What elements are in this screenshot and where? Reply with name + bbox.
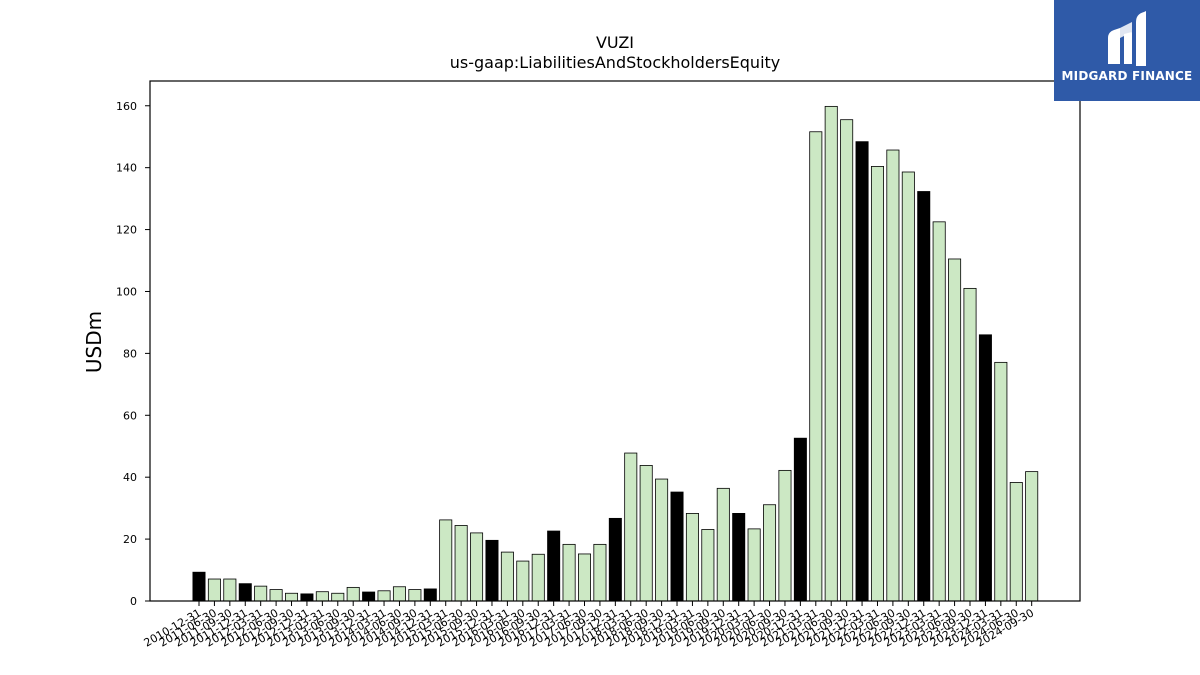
bar-2011-09-30 <box>223 578 237 602</box>
bar-2013-09-30 <box>346 586 360 602</box>
bar-2013-12-31 <box>362 591 376 602</box>
brand-logo-text: MIDGARD FINANCE <box>1061 69 1193 83</box>
bar-2014-03-31 <box>377 590 391 602</box>
bar-2022-09-30 <box>901 171 915 602</box>
y-tick-label: 80 <box>123 347 137 360</box>
bar-2022-03-31 <box>870 166 884 602</box>
bar-2020-03-31 <box>747 528 761 602</box>
bar-2017-09-30 <box>593 543 607 602</box>
bar-2024-09-30 <box>1025 471 1039 602</box>
bar-2020-09-30 <box>778 469 792 602</box>
bar-2022-12-31 <box>917 191 931 602</box>
bar-2018-09-30 <box>655 478 669 602</box>
y-tick-label: 60 <box>123 409 137 422</box>
bar-2021-12-31 <box>855 141 869 602</box>
bar-2013-03-31 <box>315 591 329 602</box>
chart-subtitle: us-gaap:LiabilitiesAndStockholdersEquity <box>450 53 781 72</box>
bar-2018-12-31 <box>670 491 684 602</box>
midgard-logo-icon <box>1108 11 1146 66</box>
bar-2023-12-31 <box>978 334 992 602</box>
brand-logo: MIDGARD FINANCE <box>1054 0 1200 101</box>
bar-2022-06-30 <box>886 149 900 602</box>
y-tick-label: 140 <box>116 162 137 175</box>
bar-2012-03-31 <box>254 585 268 602</box>
bar-2024-03-31 <box>994 361 1008 602</box>
bar-2011-06-30 <box>207 578 221 602</box>
bar-2016-12-31 <box>547 530 561 602</box>
bar-2019-12-31 <box>732 513 746 602</box>
bar-2023-03-31 <box>932 221 946 602</box>
chart-title: VUZI <box>596 33 634 52</box>
x-axis: 2010-12-312011-06-302011-09-302011-12-31… <box>142 601 1036 650</box>
bar-2019-03-31 <box>685 513 699 602</box>
bar-2016-06-30 <box>516 560 530 602</box>
bar-2017-12-31 <box>608 517 622 602</box>
bar-2023-09-30 <box>963 287 977 602</box>
bar-2021-09-30 <box>840 119 854 602</box>
bar-2016-09-30 <box>531 553 545 602</box>
bars-group <box>192 105 1039 602</box>
bar-2019-06-30 <box>701 529 715 602</box>
bar-2015-09-30 <box>470 532 484 602</box>
y-axis-label: USDm <box>82 311 106 373</box>
bar-2015-06-30 <box>454 525 468 602</box>
bar-2019-09-30 <box>716 487 730 602</box>
bar-2015-12-31 <box>485 539 499 602</box>
y-axis: 0 20 40 60 80 100 120 140 160 <box>116 100 150 608</box>
y-tick-label: 120 <box>116 224 137 237</box>
bar-2012-09-30 <box>285 592 299 602</box>
bar-2015-03-31 <box>439 519 453 602</box>
bar-2014-12-31 <box>423 588 437 602</box>
bar-2018-06-30 <box>639 465 653 602</box>
bar-2021-06-30 <box>824 105 838 602</box>
bar-2017-06-30 <box>578 553 592 602</box>
bar-2018-03-31 <box>624 452 638 602</box>
bar-2011-12-31 <box>238 583 252 602</box>
bar-2014-09-30 <box>408 589 422 602</box>
y-tick-label: 0 <box>130 595 137 608</box>
bar-2016-03-31 <box>500 551 514 602</box>
bar-2012-06-30 <box>269 589 283 602</box>
y-tick-label: 160 <box>116 100 137 113</box>
bar-2012-12-31 <box>300 593 314 602</box>
bar-2013-06-30 <box>331 592 345 602</box>
bar-2023-06-30 <box>948 258 962 602</box>
plot-frame <box>149 80 1081 602</box>
bar-2020-06-30 <box>763 504 777 602</box>
y-tick-label: 40 <box>123 471 137 484</box>
bar-2014-06-30 <box>392 586 406 602</box>
bar-2021-03-31 <box>809 131 823 602</box>
bar-2024-06-30 <box>1009 482 1023 602</box>
y-tick-label: 20 <box>123 533 137 546</box>
y-tick-label: 100 <box>116 285 137 298</box>
bar-2017-03-31 <box>562 543 576 602</box>
bar-2010-12-31 <box>192 571 206 602</box>
bar-2020-12-31 <box>793 437 807 602</box>
